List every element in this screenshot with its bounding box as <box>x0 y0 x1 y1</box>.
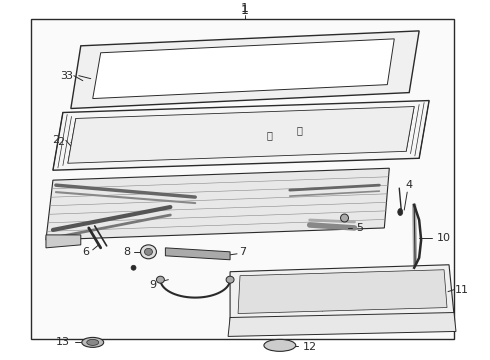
Polygon shape <box>166 248 230 260</box>
Polygon shape <box>53 100 429 170</box>
Text: 12: 12 <box>303 342 317 352</box>
Polygon shape <box>46 235 81 248</box>
Ellipse shape <box>131 265 136 270</box>
Ellipse shape <box>226 276 234 283</box>
Ellipse shape <box>398 208 403 216</box>
Polygon shape <box>230 265 454 321</box>
Text: 2: 2 <box>52 135 59 145</box>
Polygon shape <box>31 19 454 339</box>
Text: 1: 1 <box>241 4 249 18</box>
Polygon shape <box>71 31 419 108</box>
Text: 5: 5 <box>356 223 363 233</box>
Text: 8: 8 <box>123 247 130 257</box>
Ellipse shape <box>341 214 348 222</box>
Text: 𝄡: 𝄡 <box>297 125 303 135</box>
Ellipse shape <box>156 276 164 283</box>
Ellipse shape <box>82 337 104 347</box>
Polygon shape <box>93 39 394 99</box>
Text: 13: 13 <box>56 337 70 347</box>
Ellipse shape <box>141 245 156 259</box>
Ellipse shape <box>87 339 98 345</box>
Polygon shape <box>228 312 456 336</box>
Ellipse shape <box>264 339 296 351</box>
Text: 3: 3 <box>60 71 67 81</box>
Ellipse shape <box>145 248 152 255</box>
Text: 1: 1 <box>241 3 249 15</box>
Text: 11: 11 <box>455 285 469 294</box>
Text: 7: 7 <box>240 247 246 257</box>
Text: 6: 6 <box>82 247 89 257</box>
Polygon shape <box>68 107 414 163</box>
Text: 2: 2 <box>57 138 65 147</box>
Text: 4: 4 <box>406 180 413 190</box>
Text: 9: 9 <box>149 280 156 290</box>
Polygon shape <box>46 168 389 240</box>
Text: 𝄡: 𝄡 <box>267 130 273 140</box>
Text: 3: 3 <box>65 71 73 81</box>
Text: 10: 10 <box>437 233 451 243</box>
Polygon shape <box>238 270 447 314</box>
